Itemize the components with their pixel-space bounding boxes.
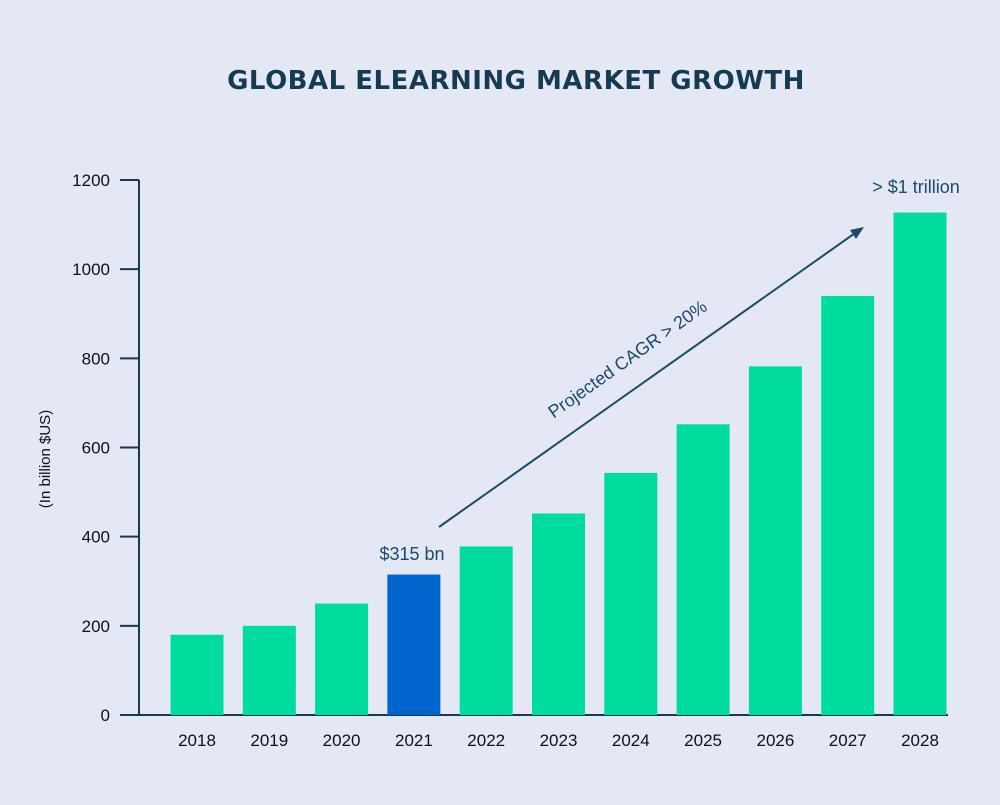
trend-arrow-line	[438, 230, 859, 528]
highlight-value-label: $315 bn	[379, 544, 444, 564]
bar-2025	[676, 424, 730, 715]
y-tick-label: 200	[82, 617, 110, 636]
bar-2020	[315, 603, 369, 715]
final-value-label: > $1 trillion	[872, 177, 960, 197]
x-tick-label: 2026	[756, 731, 794, 750]
x-tick-label: 2028	[901, 731, 939, 750]
bar-2024	[604, 472, 658, 715]
bar-2026	[748, 366, 802, 715]
bar-2023	[532, 513, 585, 715]
trend-arrow-head	[850, 227, 864, 239]
y-tick-label: 1200	[72, 171, 110, 190]
bar-2027	[821, 295, 875, 715]
y-axis-label: (In billion $US)	[37, 410, 54, 508]
y-tick-label: 0	[101, 706, 110, 725]
x-tick-label: 2023	[540, 731, 578, 750]
x-tick-label: 2022	[467, 731, 505, 750]
x-tick-label: 2019	[250, 731, 288, 750]
bar-2028	[893, 212, 947, 715]
chart-title: GLOBAL ELEARNING MARKET GROWTH	[227, 66, 805, 96]
x-tick-label: 2018	[178, 731, 216, 750]
bar-2022	[459, 546, 513, 715]
bars	[170, 212, 947, 715]
y-tick-label: 400	[82, 528, 110, 547]
bar-2021	[387, 574, 441, 715]
y-tick-label: 1000	[72, 260, 110, 279]
x-tick-label: 2024	[612, 731, 650, 750]
x-tick-label: 2020	[323, 731, 361, 750]
y-tick-label: 800	[82, 349, 110, 368]
x-tick-label: 2027	[829, 731, 867, 750]
y-tick-label: 600	[82, 439, 110, 458]
x-tick-label: 2021	[395, 731, 433, 750]
x-tick-labels: 2018 2019 2020 2021 2022 2023 2024 2025 2026 2027…	[178, 731, 939, 750]
bar-2018	[170, 634, 224, 715]
x-tick-label: 2025	[684, 731, 722, 750]
bar-2019	[242, 625, 296, 715]
trend-label: Projected CAGR > 20%	[544, 296, 710, 422]
